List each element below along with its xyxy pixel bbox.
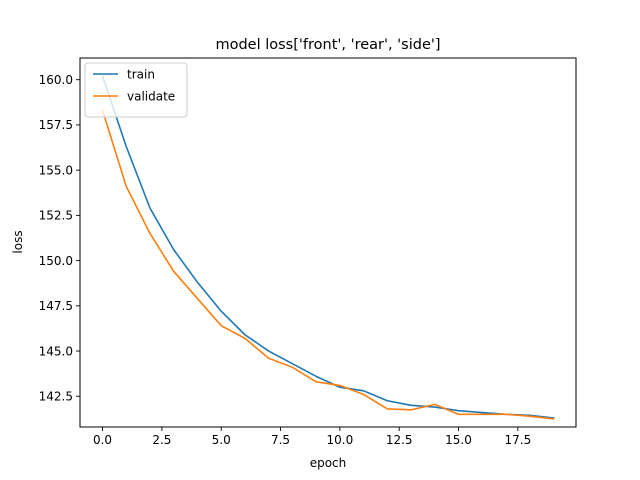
series-layer <box>101 75 555 420</box>
x-tick-label: 5.0 <box>212 433 231 447</box>
legend-label-validate: validate <box>127 90 175 104</box>
x-axis-label: epoch <box>310 456 347 470</box>
x-tick-label: 7.5 <box>271 433 290 447</box>
x-tick-label: 15.0 <box>445 433 472 447</box>
y-axis-ticks: 142.5 145.0 147.5 150.0 152.5 155.0 157.5 160.0 <box>39 73 80 404</box>
y-tick-label: 142.5 <box>39 390 73 404</box>
legend-box <box>84 62 188 118</box>
y-tick-label: 145.0 <box>39 344 73 358</box>
y-tick-label: 152.5 <box>39 209 73 223</box>
y-tick-label: 157.5 <box>39 118 73 132</box>
x-tick-label: 17.5 <box>504 433 531 447</box>
series-line-train <box>101 75 555 419</box>
y-tick-label: 150.0 <box>39 254 73 268</box>
plot-frame <box>79 57 577 428</box>
y-tick-label: 160.0 <box>39 73 73 87</box>
y-axis-label: loss <box>11 230 25 253</box>
series-line-validate <box>101 109 555 420</box>
legend: train validate <box>84 62 188 118</box>
legend-label-train: train <box>127 68 155 82</box>
x-axis-ticks: 0.0 2.5 5.0 7.5 10.0 12.5 15.0 17.5 <box>93 427 531 447</box>
y-tick-label: 147.5 <box>39 299 73 313</box>
x-tick-label: 2.5 <box>152 433 171 447</box>
x-tick-label: 12.5 <box>386 433 413 447</box>
y-tick-label: 155.0 <box>39 163 73 177</box>
x-tick-label: 10.0 <box>327 433 354 447</box>
chart-title: model loss['front', 'rear', 'side'] <box>215 37 440 53</box>
x-tick-label: 0.0 <box>93 433 112 447</box>
